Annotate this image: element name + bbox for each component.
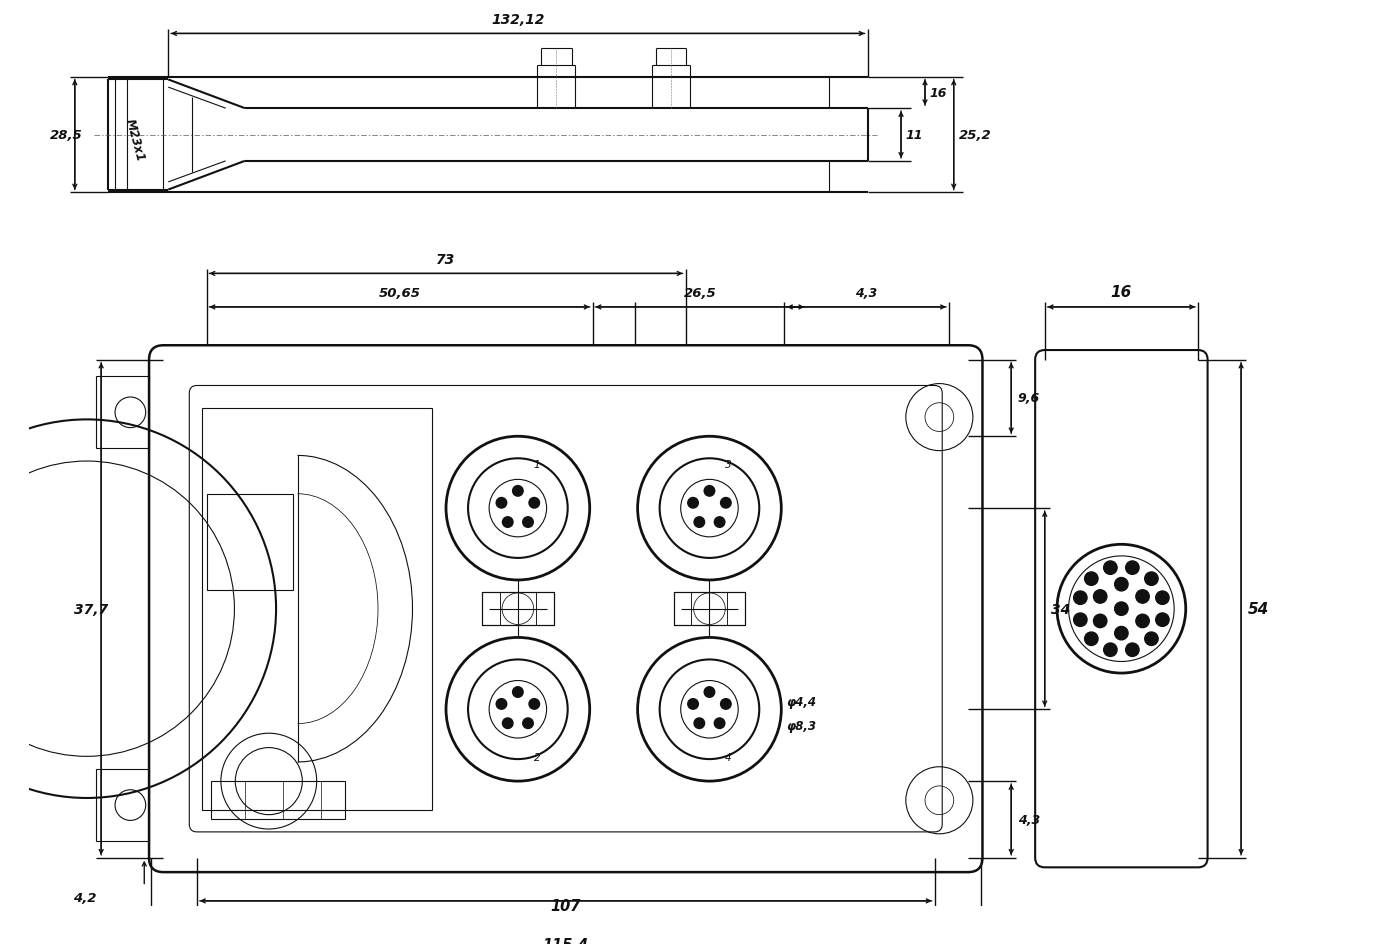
Text: 4,3: 4,3 — [1018, 813, 1040, 826]
Circle shape — [523, 517, 534, 528]
Text: 4,3: 4,3 — [856, 287, 878, 300]
Circle shape — [513, 687, 523, 698]
Text: 4,2: 4,2 — [72, 891, 96, 904]
Bar — [96, 769, 149, 841]
Circle shape — [1085, 632, 1098, 646]
Circle shape — [687, 699, 698, 710]
Circle shape — [1126, 562, 1139, 575]
Bar — [673, 592, 746, 626]
Circle shape — [721, 699, 730, 710]
Circle shape — [1156, 614, 1170, 627]
Circle shape — [687, 498, 698, 509]
Circle shape — [694, 517, 704, 528]
Circle shape — [1085, 572, 1098, 585]
Circle shape — [1156, 591, 1170, 605]
Circle shape — [704, 486, 715, 497]
Circle shape — [513, 486, 523, 497]
Bar — [673, 592, 746, 626]
Circle shape — [1073, 614, 1087, 627]
Text: 28,5: 28,5 — [50, 129, 82, 142]
Text: 16: 16 — [1111, 285, 1132, 300]
Circle shape — [496, 699, 507, 710]
Circle shape — [502, 517, 513, 528]
Text: M23x1: M23x1 — [123, 117, 146, 163]
Text: 73: 73 — [436, 252, 456, 266]
Bar — [482, 592, 553, 626]
Bar — [482, 592, 553, 626]
Text: 1: 1 — [534, 459, 541, 469]
Text: 25,2: 25,2 — [959, 129, 991, 142]
Bar — [96, 377, 149, 448]
Text: 115,4: 115,4 — [542, 936, 588, 944]
Circle shape — [528, 498, 539, 509]
Text: φ4,4: φ4,4 — [786, 695, 815, 708]
Circle shape — [1136, 615, 1149, 628]
Circle shape — [1115, 578, 1128, 591]
Text: 26,5: 26,5 — [683, 287, 717, 300]
Text: 16: 16 — [930, 87, 948, 100]
Text: 4: 4 — [725, 752, 732, 763]
Bar — [206, 495, 293, 590]
Circle shape — [528, 699, 539, 710]
Text: 107: 107 — [551, 899, 581, 914]
Circle shape — [721, 498, 730, 509]
Text: 132,12: 132,12 — [491, 13, 545, 26]
Circle shape — [523, 718, 534, 729]
Circle shape — [704, 687, 715, 698]
Circle shape — [1144, 632, 1158, 646]
Text: 50,65: 50,65 — [379, 287, 421, 300]
Circle shape — [714, 718, 725, 729]
Circle shape — [714, 517, 725, 528]
Text: 9,6: 9,6 — [1018, 392, 1040, 405]
Text: 3: 3 — [725, 459, 732, 469]
Text: 2: 2 — [534, 752, 541, 763]
Circle shape — [1073, 591, 1087, 605]
Circle shape — [1093, 590, 1107, 603]
Circle shape — [1104, 644, 1117, 657]
Bar — [212, 782, 346, 819]
Text: 54: 54 — [1248, 601, 1269, 616]
Circle shape — [1126, 644, 1139, 657]
Circle shape — [1136, 590, 1149, 603]
Bar — [202, 408, 432, 810]
Circle shape — [1144, 572, 1158, 585]
Circle shape — [694, 718, 704, 729]
Circle shape — [1104, 562, 1117, 575]
Text: 37,7: 37,7 — [74, 602, 107, 616]
Text: φ8,3: φ8,3 — [786, 719, 815, 733]
Circle shape — [1115, 602, 1128, 615]
Circle shape — [496, 498, 507, 509]
Circle shape — [1115, 627, 1128, 640]
Circle shape — [1093, 615, 1107, 628]
Text: 11: 11 — [906, 129, 923, 142]
Text: 34: 34 — [1051, 602, 1071, 616]
Circle shape — [502, 718, 513, 729]
